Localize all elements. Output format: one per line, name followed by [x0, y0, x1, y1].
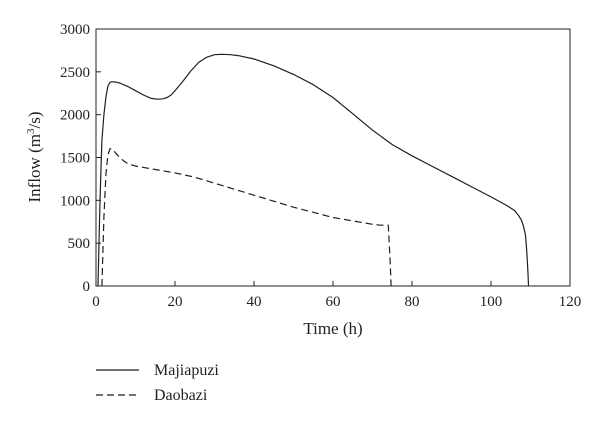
- legend-label-daobazi: Daobazi: [154, 387, 208, 404]
- y-tick-label: 1500: [60, 151, 90, 167]
- x-tick-label: 80: [405, 294, 420, 310]
- x-tick-label: 60: [326, 294, 341, 310]
- y-tick-label: 0: [83, 279, 91, 295]
- x-tick-label: 40: [247, 294, 262, 310]
- series-line-daobazi: [101, 148, 392, 287]
- y-axis-ticks: 0 500 1000 1500 2000 2500 3000: [60, 22, 101, 295]
- x-axis-title: Time (h): [303, 319, 362, 338]
- x-tick-label: 0: [92, 294, 100, 310]
- x-tick-label: 100: [480, 294, 503, 310]
- legend-label-majiapuzi: Majiapuzi: [154, 362, 219, 379]
- series-lines: [97, 53, 530, 287]
- x-tick-label: 20: [168, 294, 183, 310]
- legend: Majiapuzi Daobazi: [96, 362, 219, 404]
- y-axis-title-superscript: 3: [25, 128, 37, 134]
- series-line-majiapuzi: [97, 53, 530, 287]
- y-axis-title: Inflow (m3/s): [25, 112, 44, 203]
- y-axis-title-tail: /s): [25, 112, 44, 129]
- y-tick-label: 2000: [60, 108, 90, 124]
- y-tick-label: 3000: [60, 22, 90, 38]
- y-axis-title-main: Inflow (m: [25, 134, 44, 202]
- plot-frame: [95, 28, 571, 287]
- y-tick-label: 500: [68, 236, 91, 252]
- x-tick-label: 120: [559, 294, 582, 310]
- x-axis-ticks: 0 20 40 60 80 100 120: [92, 281, 581, 310]
- y-tick-label: 2500: [60, 65, 90, 81]
- y-tick-label: 1000: [60, 193, 90, 209]
